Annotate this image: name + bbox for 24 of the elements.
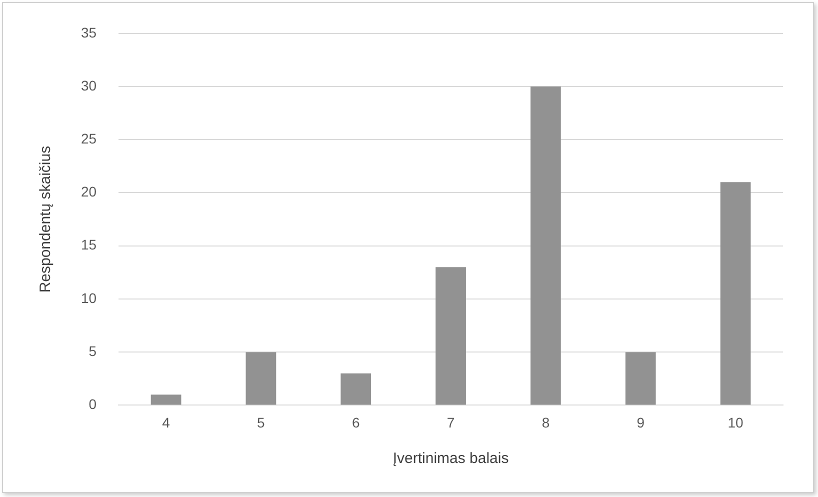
x-tick-label: 10 [728,414,744,430]
y-tick-label: 25 [80,130,97,146]
x-tick-label: 9 [636,414,645,430]
y-tick-label: 0 [88,396,97,412]
x-tick-label: 7 [446,414,455,430]
bar [246,352,276,405]
bar [436,267,466,405]
y-tick-label: 35 [80,24,97,40]
y-tick-label: 15 [80,236,97,253]
x-axis-title: Įvertinimas balais [392,450,509,468]
bar [340,373,372,405]
y-tick-label: 20 [80,184,97,200]
y-tick-label: 30 [80,77,97,94]
x-tick-label: 6 [352,414,360,430]
x-tick-label: 5 [257,414,266,430]
y-tick-label: 10 [80,290,97,306]
bar [625,352,656,405]
x-tick-label: 4 [162,414,170,430]
bar [720,182,751,405]
y-tick-label: 5 [88,342,97,359]
bar [150,394,182,405]
bar [530,86,561,405]
y-axis-title: Respondentų skaičius [37,146,54,293]
x-tick-label: 8 [542,414,550,430]
